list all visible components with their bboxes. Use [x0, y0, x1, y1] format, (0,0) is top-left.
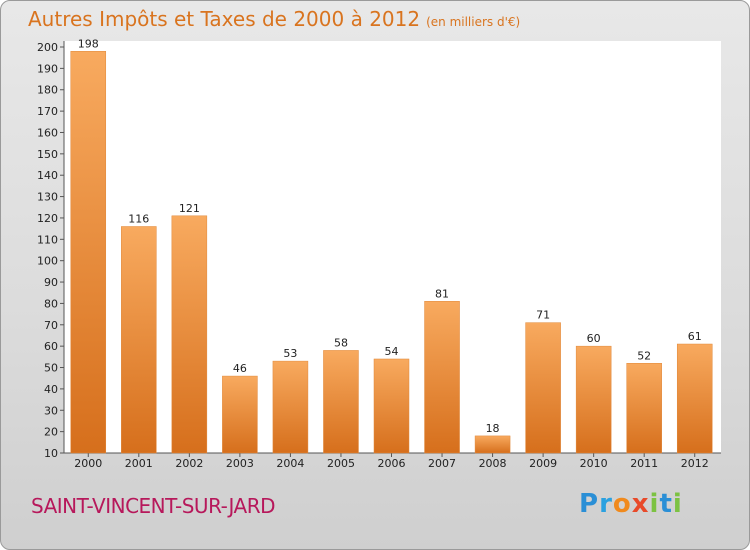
- y-tick-label: 160: [37, 126, 58, 139]
- x-tick-label: 2004: [276, 457, 304, 470]
- location-name: SAINT-VINCENT-SUR-JARD: [31, 494, 276, 518]
- y-tick-label: 30: [44, 404, 58, 417]
- bar-value-label: 116: [128, 212, 149, 225]
- y-tick-label: 170: [37, 105, 58, 118]
- y-tick-label: 90: [44, 276, 58, 289]
- x-tick-label: 2011: [630, 457, 658, 470]
- bar-value-label: 61: [688, 330, 702, 343]
- y-tick-label: 60: [44, 340, 58, 353]
- x-tick-label: 2012: [681, 457, 709, 470]
- bar-value-label: 46: [233, 362, 247, 375]
- bars: 198 116 121 46 53 58 54 81 18 71 60 52 61: [70, 37, 713, 454]
- y-tick-label: 140: [37, 169, 58, 182]
- y-tick-label: 10: [44, 447, 58, 460]
- proxiti-logo[interactable]: Proxiti: [579, 489, 683, 519]
- bar[interactable]: [171, 215, 208, 454]
- x-tick-label: 2003: [226, 457, 254, 470]
- bar[interactable]: [121, 226, 157, 454]
- y-tick-label: 180: [37, 84, 58, 97]
- bar[interactable]: [424, 301, 460, 454]
- bar[interactable]: [373, 358, 410, 454]
- y-tick-label: 150: [37, 148, 58, 161]
- bar[interactable]: [272, 360, 309, 454]
- x-tick-label: 2008: [479, 457, 507, 470]
- bar-value-label: 60: [587, 332, 601, 345]
- x-tick-label: 2009: [529, 457, 557, 470]
- bar-value-label: 53: [283, 347, 297, 360]
- bar-value-label: 81: [435, 287, 449, 300]
- y-tick-label: 80: [44, 297, 58, 310]
- y-tick-label: 40: [44, 383, 58, 396]
- chart-title-text: Autres Impôts et Taxes de 2000 à 2012: [28, 7, 421, 31]
- y-tick-label: 130: [37, 191, 58, 204]
- x-tick-label: 2000: [74, 457, 102, 470]
- y-tick-label: 20: [44, 426, 58, 439]
- chart-title: Autres Impôts et Taxes de 2000 à 2012 (en…: [28, 7, 520, 31]
- y-tick-label: 190: [37, 62, 58, 75]
- y-tick-label: 110: [37, 233, 58, 246]
- chart-unit: (en milliers d'€): [426, 15, 521, 29]
- x-tick-label: 2002: [175, 457, 203, 470]
- bar[interactable]: [70, 51, 107, 454]
- x-tick-label: 2006: [378, 457, 406, 470]
- bar[interactable]: [525, 322, 561, 454]
- y-tick-label: 100: [37, 255, 58, 268]
- x-tick-label: 2005: [327, 457, 355, 470]
- y-tick-label: 70: [44, 319, 58, 332]
- bar[interactable]: [323, 350, 359, 454]
- x-tick-label: 2010: [580, 457, 608, 470]
- bar-value-label: 52: [637, 349, 651, 362]
- bar-value-label: 58: [334, 336, 348, 349]
- y-tick-label: 120: [37, 212, 58, 225]
- axes: 10 20 30 40 50 60 70 80 90 100 110 120 130 140 150 160 1…: [37, 41, 721, 470]
- bar[interactable]: [676, 343, 713, 454]
- bar[interactable]: [222, 375, 258, 454]
- bar-value-label: 121: [179, 202, 200, 215]
- bar[interactable]: [575, 345, 612, 454]
- bar-value-label: 71: [536, 309, 550, 322]
- bar-value-label: 54: [385, 345, 399, 358]
- x-tick-label: 2007: [428, 457, 456, 470]
- x-tick-label: 2001: [125, 457, 153, 470]
- bar-value-label: 18: [486, 422, 500, 435]
- y-tick-label: 50: [44, 362, 58, 375]
- bar[interactable]: [474, 435, 511, 454]
- bar[interactable]: [626, 363, 662, 454]
- y-tick-label: 200: [37, 41, 58, 54]
- bar-value-label: 198: [78, 37, 99, 50]
